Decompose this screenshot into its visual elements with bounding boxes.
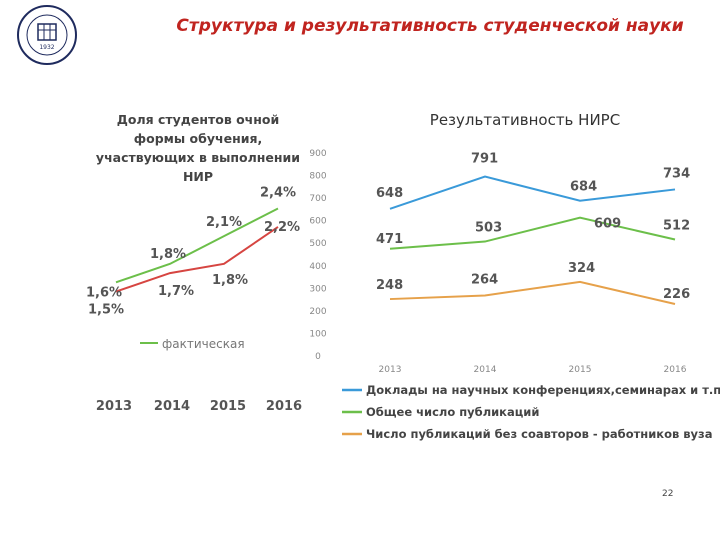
right-y-tick: 400 (309, 262, 326, 272)
right-series-line-2 (389, 280, 676, 305)
right-data-label: 684 (570, 180, 597, 195)
left-data-label: 1,8% (150, 247, 186, 262)
right-data-label: 264 (471, 272, 498, 287)
right-x-tick: 2014 (474, 365, 497, 375)
right-series-line-0 (389, 175, 676, 210)
left-data-label: 1,6% (86, 285, 122, 300)
left-data-label: 1,7% (158, 284, 194, 299)
right-data-label: 791 (471, 152, 498, 167)
right-y-tick: 100 (309, 329, 326, 339)
left-x-tick: 2014 (154, 399, 190, 414)
right-data-label: 648 (376, 186, 403, 201)
right-data-label: 226 (663, 287, 690, 302)
right-x-tick: 2016 (664, 365, 687, 375)
right-y-tick: 600 (309, 217, 326, 227)
right-x-tick: 2015 (569, 365, 592, 375)
slide-title: Структура и результативность студенческо… (176, 16, 684, 36)
left-series-line-0 (115, 207, 279, 284)
left-data-label: 2,2% (264, 220, 300, 235)
right-data-label: 248 (376, 278, 403, 293)
right-legend-label: Число публикаций без соавторов - работни… (366, 427, 712, 441)
right-data-label: 471 (376, 232, 403, 247)
left-data-label: 2,1% (206, 215, 242, 230)
right-data-label: 734 (663, 166, 690, 181)
right-data-label: 324 (568, 261, 595, 276)
right-legend-label: Общее число публикаций (366, 405, 539, 419)
right-y-tick: 300 (309, 284, 326, 294)
university-logo: 1932 (17, 5, 77, 65)
right-y-tick: 500 (309, 239, 326, 249)
left-data-label: 1,8% (212, 273, 248, 288)
left-chart-title-text: Доля студентов очной формы обучения, участ… (96, 112, 300, 184)
left-data-label: 2,4% (260, 185, 296, 200)
right-y-tick: 900 (309, 149, 326, 159)
right-data-label: 503 (475, 221, 502, 236)
left-x-tick: 2013 (96, 399, 132, 414)
right-series-line-1 (389, 216, 676, 250)
right-x-tick: 2013 (379, 365, 402, 375)
page-number: 22 (662, 489, 674, 499)
right-chart-title: Результативность НИРС (430, 111, 620, 129)
right-y-tick: 700 (309, 194, 326, 204)
right-data-label: 609 (594, 217, 621, 232)
right-y-tick: 200 (309, 307, 326, 317)
nirs-results-chart: Результативность НИРС 0 100 200 300 400 500 60… (309, 111, 720, 441)
left-x-tick: 2016 (266, 399, 302, 414)
svg-text:1932: 1932 (39, 44, 54, 51)
right-legend-label: Доклады на научных конференциях,семинара… (366, 383, 720, 397)
left-series-line-1 (115, 226, 279, 293)
left-x-tick: 2015 (210, 399, 246, 414)
left-data-label: 1,5% (88, 303, 124, 318)
right-data-label: 512 (663, 219, 690, 234)
student-share-chart: Доля студентов очной формы обучения, участ… (86, 112, 302, 414)
left-legend-label: фактическая (162, 337, 245, 351)
right-y-tick: 800 (309, 172, 326, 182)
right-y-tick: 0 (315, 352, 321, 362)
left-chart-title: Доля студентов очной формы обучения, участ… (96, 112, 300, 184)
